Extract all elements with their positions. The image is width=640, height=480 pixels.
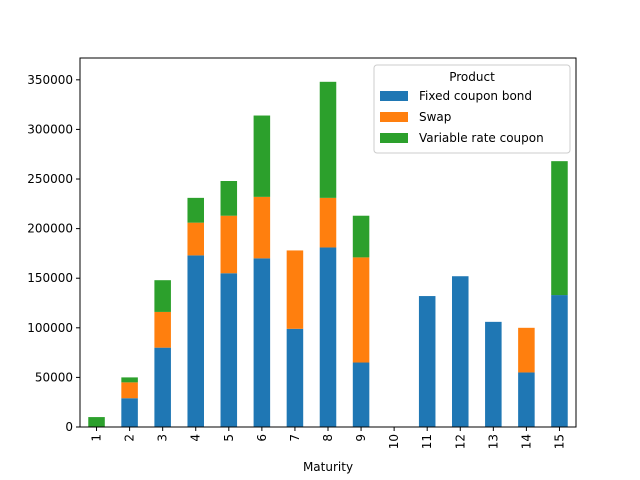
- bar-4-series-2: [187, 197, 204, 223]
- x-tick-label: 5: [222, 434, 236, 442]
- bar-5-series-1: [220, 215, 238, 274]
- x-tick-label: 6: [255, 434, 269, 442]
- x-tick-label: 4: [189, 434, 203, 442]
- bar-5-series-0: [220, 273, 238, 427]
- legend-title: Product: [449, 70, 495, 84]
- x-axis: 1 2 3 4 5 6 7 8 9 10 11 12 13 14 15: [90, 427, 566, 449]
- legend-frame: [373, 64, 571, 154]
- bar-3-series-1: [154, 311, 171, 348]
- bar-2-series-1: [121, 382, 138, 399]
- bar-2-series-0: [121, 398, 138, 427]
- y-tick-label: 250000: [27, 172, 73, 186]
- x-tick-label: 12: [453, 434, 467, 449]
- y-tick-label: 350000: [27, 73, 73, 87]
- x-tick-label: 10: [387, 434, 401, 449]
- legend-entry-label: Variable rate coupon: [419, 131, 544, 145]
- x-tick-label: 7: [288, 434, 302, 442]
- bar-4-series-0: [187, 255, 204, 427]
- y-tick-label: 300000: [27, 122, 73, 136]
- y-tick-label: 150000: [27, 271, 73, 285]
- legend: Product Fixed coupon bond Swap Variable rat…: [373, 64, 571, 154]
- bar-15-series-2: [551, 161, 568, 296]
- x-tick-label: 13: [486, 434, 500, 449]
- bar-14-series-1: [518, 327, 535, 373]
- bar-8-series-2: [319, 81, 337, 198]
- x-tick-label: 1: [90, 434, 104, 442]
- bar-9-series-2: [352, 215, 370, 258]
- bar-2-series-2: [121, 377, 138, 383]
- bar-4-series-1: [187, 222, 204, 256]
- bar-9-series-1: [352, 257, 370, 363]
- legend-swatch: [380, 133, 408, 143]
- bar-11-series-0: [418, 296, 436, 427]
- bar-5-series-2: [220, 181, 238, 216]
- bar-8-series-0: [319, 247, 337, 427]
- y-tick-label: 100000: [27, 321, 73, 335]
- bar-8-series-1: [319, 197, 337, 248]
- x-tick-label: 15: [552, 434, 566, 449]
- bar-6-series-0: [253, 258, 271, 427]
- bar-1-series-2: [88, 417, 105, 427]
- x-tick-label: 3: [156, 434, 170, 442]
- y-tick-label: 50000: [35, 370, 73, 384]
- x-tick-label: 8: [321, 434, 335, 442]
- bar-6-series-1: [253, 196, 271, 259]
- x-tick-label: 2: [123, 434, 137, 442]
- x-tick-label: 11: [420, 434, 434, 449]
- bars-group: [88, 81, 568, 427]
- bar-6-series-2: [253, 115, 271, 197]
- bar-12-series-0: [452, 276, 469, 427]
- y-axis: 0 50000 100000 150000 200000 250000 300000 3500…: [27, 73, 80, 434]
- x-tick-label: 9: [354, 434, 368, 442]
- x-axis-label: Maturity: [303, 460, 353, 474]
- y-tick-label: 200000: [27, 222, 73, 236]
- bar-9-series-0: [352, 362, 370, 427]
- bar-7-series-0: [286, 328, 304, 427]
- y-tick-label: 0: [65, 420, 73, 434]
- bar-14-series-0: [518, 372, 535, 427]
- legend-entry-label: Swap: [419, 110, 451, 124]
- legend-entry-label: Fixed coupon bond: [419, 89, 532, 103]
- bar-7-series-1: [286, 250, 304, 329]
- x-tick-label: 14: [519, 434, 533, 449]
- bar-3-series-2: [154, 280, 171, 312]
- legend-swatch: [380, 112, 408, 122]
- bar-13-series-0: [485, 321, 502, 427]
- bar-3-series-0: [154, 347, 171, 427]
- legend-swatch: [380, 91, 408, 101]
- bar-15-series-0: [551, 295, 568, 427]
